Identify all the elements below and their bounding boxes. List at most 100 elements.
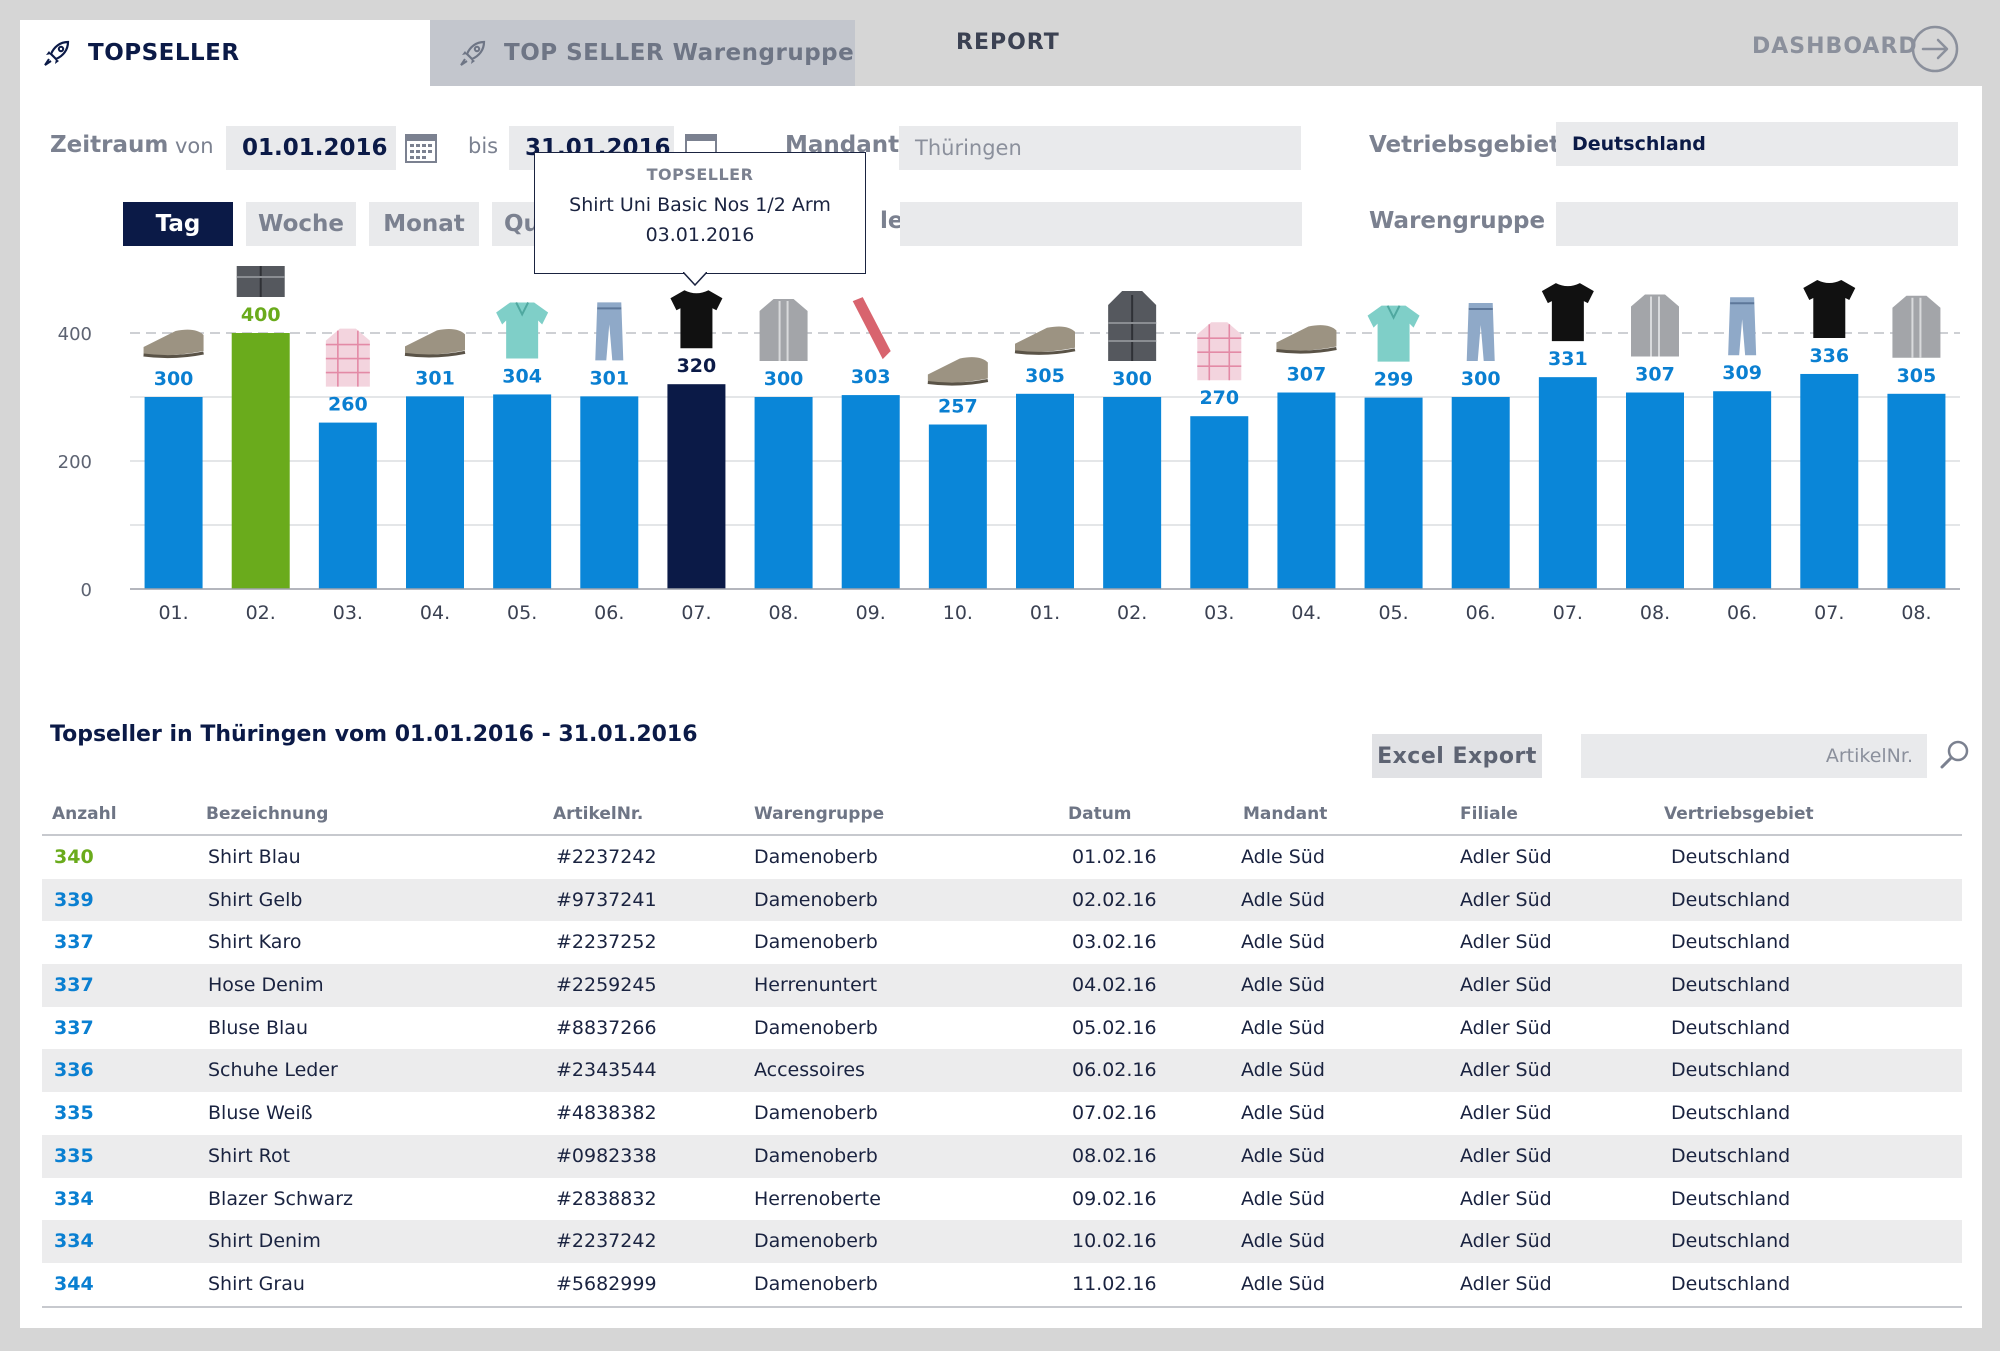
artikelnr-search-input[interactable] [1581, 734, 1927, 778]
bar[interactable] [1190, 416, 1249, 589]
x-tick-label: 02. [246, 602, 276, 624]
cell-anzahl: 335 [54, 1144, 94, 1167]
period-monat-button[interactable]: Monat [369, 202, 479, 246]
bar[interactable] [841, 395, 900, 589]
col-vertriebsgebiet[interactable]: Vertriebsgebiet [1664, 804, 1814, 824]
x-tick-label: 06. [1727, 602, 1757, 624]
bar[interactable] [1887, 393, 1946, 589]
polo-shirt-icon [1367, 305, 1420, 362]
cell-datum: 01.02.16 [1072, 846, 1157, 868]
cell-vertriebsgebiet: Deutschland [1671, 1187, 1791, 1210]
x-tick-label: 04. [1291, 602, 1321, 624]
bar[interactable] [1713, 391, 1772, 589]
col-datum[interactable]: Datum [1068, 804, 1132, 824]
checked-shirt-icon [1197, 322, 1242, 381]
bar[interactable] [1626, 392, 1684, 589]
bar-value-label: 260 [328, 394, 368, 416]
jacket-icon [236, 266, 285, 297]
date-from-field[interactable]: 01.01.2016 [226, 126, 396, 170]
cell-datum: 08.02.16 [1072, 1144, 1157, 1167]
table-row[interactable]: 335 Shirt Rot #0982338 Damenoberb 08.02.16 Ad… [42, 1134, 1962, 1178]
cell-vertriebsgebiet: Deutschland [1671, 1230, 1791, 1253]
bar[interactable] [493, 394, 552, 589]
table-row[interactable]: 336 Schuhe Leder #2343544 Accessoires 06.02.… [42, 1049, 1962, 1093]
cell-artikelnr: #2343544 [556, 1059, 657, 1082]
excel-export-button[interactable]: Excel Export [1372, 734, 1542, 778]
cell-filiale: Adler Süd [1460, 1102, 1552, 1125]
cell-warengruppe: Damenoberb [754, 888, 878, 911]
cell-anzahl: 344 [54, 1272, 94, 1295]
jeans-icon [1728, 297, 1757, 356]
cell-mandant: Adle Süd [1241, 1187, 1325, 1210]
bar[interactable] [754, 397, 813, 589]
x-tick-label: 08. [768, 602, 798, 624]
cell-vertriebsgebiet: Deutschland [1671, 931, 1791, 954]
table-row[interactable]: 337 Bluse Blau #8837266 Damenoberb 05.02.16 A… [42, 1007, 1962, 1050]
bar[interactable] [1277, 392, 1336, 589]
arrow-right-circle-icon[interactable] [1910, 24, 1960, 74]
cell-warengruppe: Accessoires [754, 1059, 865, 1082]
bar[interactable] [580, 396, 639, 589]
col-filiale[interactable]: Filiale [1460, 804, 1518, 824]
shoe-icon [927, 357, 989, 386]
bar[interactable] [1103, 397, 1162, 589]
cell-datum: 10.02.16 [1072, 1230, 1157, 1253]
cell-artikelnr: #9737241 [556, 888, 657, 911]
bar-value-label: 305 [1897, 365, 1937, 387]
cell-bezeichnung: Shirt Karo [208, 931, 302, 954]
cell-filiale: Adler Süd [1460, 931, 1552, 954]
shoe-icon [404, 329, 466, 358]
col-mandant[interactable]: Mandant [1243, 804, 1328, 824]
vertriebsgebiet-field[interactable]: Deutschland [1556, 122, 1958, 166]
x-tick-label: 08. [1901, 602, 1931, 624]
bar[interactable] [231, 333, 290, 589]
table-row[interactable]: 344 Shirt Grau #5682999 Damenoberb 11.02.16 A… [42, 1263, 1962, 1306]
bar[interactable] [928, 424, 987, 589]
table-row[interactable]: 334 Blazer Schwarz #2838832 Herrenoberte 09.… [42, 1178, 1962, 1221]
col-warengruppe[interactable]: Warengruppe [754, 804, 885, 824]
filiale-field[interactable] [900, 202, 1302, 246]
dashboard-link[interactable]: DASHBOARD [1752, 34, 1918, 59]
warengruppe-field[interactable] [1556, 202, 1958, 246]
table-row[interactable]: 334 Shirt Denim #2237242 Damenoberb 10.02.16… [42, 1220, 1962, 1263]
bar[interactable] [1016, 393, 1074, 589]
period-tag-button[interactable]: Tag [123, 202, 233, 246]
cell-datum: 04.02.16 [1072, 974, 1157, 997]
bar-value-label: 304 [502, 365, 542, 387]
col-artikelnr[interactable]: ArtikelNr. [553, 804, 644, 824]
table-row[interactable]: 337 Shirt Karo #2237252 Damenoberb 03.02.16 A… [42, 921, 1962, 964]
period-woche-button[interactable]: Woche [246, 202, 356, 246]
tab-report[interactable]: REPORT [956, 30, 1060, 55]
bar[interactable] [406, 396, 464, 589]
table-row[interactable]: 340 Shirt Blau #2237242 Damenoberb 01.02.16 A… [42, 836, 1962, 879]
bar[interactable] [1364, 397, 1423, 589]
bar[interactable] [1451, 397, 1510, 589]
mandant-field[interactable]: Thüringen [899, 126, 1301, 170]
cell-datum: 11.02.16 [1072, 1272, 1157, 1295]
col-anzahl[interactable]: Anzahl [52, 804, 117, 824]
cardigan-icon [759, 299, 808, 361]
bar[interactable] [1800, 373, 1859, 589]
cell-anzahl: 336 [54, 1059, 94, 1082]
col-bezeichnung[interactable]: Bezeichnung [206, 804, 329, 824]
cell-warengruppe: Damenoberb [754, 1016, 878, 1039]
bar[interactable] [667, 384, 726, 589]
y-tick-label: 400 [58, 324, 92, 345]
calendar-icon[interactable] [404, 130, 438, 164]
cell-anzahl: 340 [54, 846, 94, 868]
bar[interactable] [318, 422, 377, 589]
tab-topseller[interactable]: TOPSELLER [20, 20, 430, 86]
table-row[interactable]: 335 Bluse Weiß #4838382 Damenoberb 07.02.16 A… [42, 1092, 1962, 1135]
table-row[interactable]: 337 Hose Denim #2259245 Herrenuntert 04.02.1… [42, 964, 1962, 1007]
table-row[interactable]: 339 Shirt Gelb #9737241 Damenoberb 02.02.16 A… [42, 878, 1962, 922]
bar[interactable] [144, 397, 203, 589]
search-icon[interactable] [1938, 738, 1972, 772]
tab-topseller-warengruppe[interactable]: TOP SELLER Warengruppe [430, 20, 855, 86]
x-tick-label: 08. [1640, 602, 1670, 624]
cell-mandant: Adle Süd [1241, 846, 1325, 868]
cell-datum: 05.02.16 [1072, 1016, 1157, 1039]
cell-mandant: Adle Süd [1241, 931, 1325, 954]
bar[interactable] [1538, 377, 1597, 589]
cell-mandant: Adle Süd [1241, 888, 1325, 911]
cell-vertriebsgebiet: Deutschland [1671, 1102, 1791, 1125]
